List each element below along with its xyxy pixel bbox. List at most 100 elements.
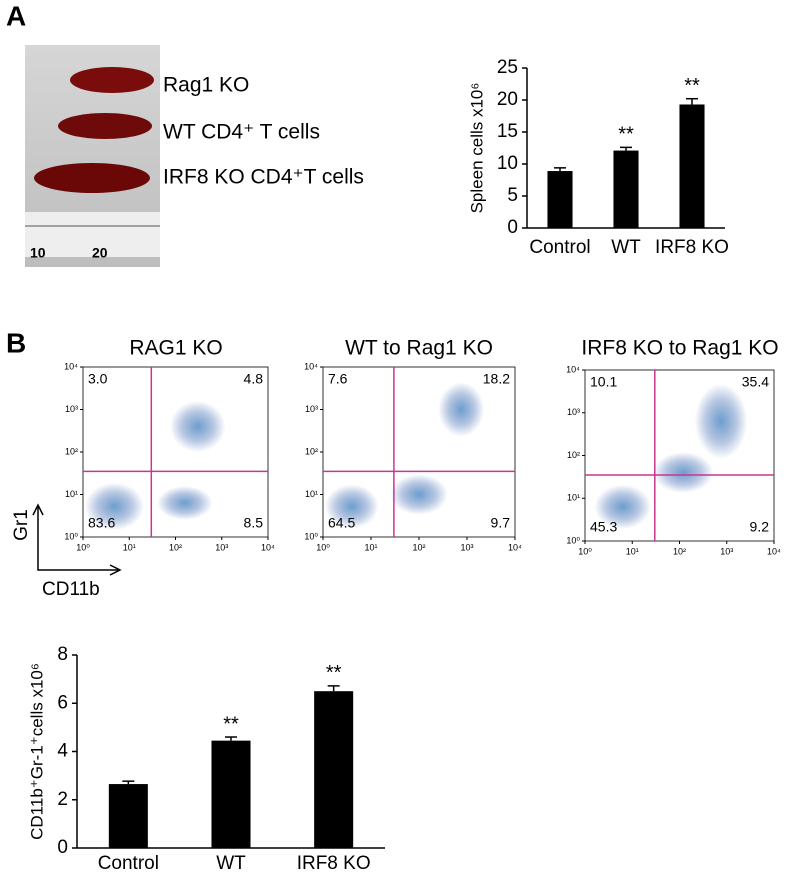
bar bbox=[679, 104, 705, 228]
x-tick-label: 10³ bbox=[720, 546, 733, 556]
plot-title: WT to Rag1 KO bbox=[345, 337, 493, 360]
quadrant-percent: 9.2 bbox=[750, 519, 770, 535]
x-tick-label: 10⁴ bbox=[508, 542, 522, 552]
y-tick-label: 10¹ bbox=[567, 493, 580, 503]
y-tick-label: 10⁴ bbox=[566, 364, 580, 374]
photo-label: Rag1 KO bbox=[163, 74, 249, 97]
quadrant-percent: 9.7 bbox=[491, 515, 511, 531]
y-tick-label: 10⁴ bbox=[304, 361, 318, 371]
y-tick-label: 6 bbox=[57, 692, 68, 713]
density-cloud bbox=[594, 484, 652, 530]
bar bbox=[211, 740, 251, 848]
y-tick-label: 10⁴ bbox=[64, 361, 78, 371]
x-tick-label: 10³ bbox=[215, 542, 228, 552]
quadrant-percent: 18.2 bbox=[483, 371, 510, 387]
x-tick-label: 10⁰ bbox=[578, 546, 592, 556]
significance-label: ** bbox=[684, 75, 700, 97]
density-cloud bbox=[653, 452, 714, 494]
x-tick-label: Control bbox=[529, 237, 590, 258]
x-tick-label: 10² bbox=[169, 542, 182, 552]
y-tick-label: 10² bbox=[305, 446, 318, 456]
flow-y-label: Gr1 bbox=[11, 509, 32, 541]
y-tick-label: 10³ bbox=[567, 407, 580, 417]
density-cloud bbox=[157, 486, 213, 520]
significance-label: ** bbox=[326, 662, 342, 684]
plot-title: IRF8 KO to Rag1 KO bbox=[581, 337, 778, 360]
x-tick-label: 10¹ bbox=[626, 546, 639, 556]
panel-label: B bbox=[6, 327, 26, 358]
x-tick-label: WT bbox=[216, 853, 246, 874]
density-cloud bbox=[438, 382, 485, 437]
ruler-label: 10 bbox=[30, 245, 46, 261]
x-tick-label: 10⁰ bbox=[76, 542, 90, 552]
density-cloud bbox=[324, 484, 379, 529]
x-tick-label: 10¹ bbox=[364, 542, 377, 552]
bar bbox=[547, 171, 573, 228]
y-tick-label: 10 bbox=[497, 153, 518, 174]
significance-label: ** bbox=[618, 124, 634, 146]
y-tick-label: 10⁰ bbox=[304, 531, 318, 541]
quadrant-percent: 83.6 bbox=[88, 515, 115, 531]
x-tick-label: WT bbox=[611, 237, 641, 258]
quadrant-percent: 10.1 bbox=[590, 374, 617, 390]
bar bbox=[613, 150, 639, 228]
density-cloud bbox=[84, 482, 145, 531]
photo-label: IRF8 KO CD4⁺T cells bbox=[163, 166, 364, 189]
y-tick-label: 15 bbox=[497, 121, 518, 142]
quadrant-percent: 64.5 bbox=[328, 515, 355, 531]
flow-axis-key bbox=[32, 503, 122, 576]
y-tick-label: 25 bbox=[497, 57, 518, 78]
y-tick-label: 4 bbox=[57, 741, 68, 762]
x-tick-label: 10² bbox=[412, 542, 425, 552]
x-tick-label: 10⁴ bbox=[767, 546, 781, 556]
y-tick-label: 10⁰ bbox=[566, 535, 580, 545]
quadrant-percent: 8.5 bbox=[244, 515, 264, 531]
spleen bbox=[70, 67, 154, 93]
ruler-label: 20 bbox=[92, 245, 108, 261]
bar bbox=[314, 691, 354, 848]
y-tick-label: 10¹ bbox=[305, 489, 318, 499]
quadrant-percent: 3.0 bbox=[88, 371, 108, 387]
photo-label: WT CD4⁺ T cells bbox=[163, 121, 320, 144]
quadrant-percent: 7.6 bbox=[328, 371, 348, 387]
y-tick-label: 0 bbox=[507, 217, 518, 238]
y-tick-label: 5 bbox=[507, 185, 518, 206]
y-tick-label: 2 bbox=[57, 789, 68, 810]
quadrant-percent: 45.3 bbox=[590, 519, 617, 535]
flow-x-label: CD11b bbox=[42, 579, 100, 600]
x-tick-label: 10³ bbox=[460, 542, 473, 552]
y-axis-label: Spleen cells x10⁶ bbox=[467, 83, 486, 214]
y-tick-label: 10³ bbox=[305, 404, 318, 414]
density-cloud bbox=[694, 383, 748, 459]
x-tick-label: IRF8 KO bbox=[655, 237, 729, 258]
density-cloud bbox=[390, 474, 448, 515]
y-axis-label: CD11b⁺Gr-1⁺cells x10⁶ bbox=[27, 663, 46, 840]
spleen-photo: 10 20 bbox=[25, 45, 160, 267]
density-cloud bbox=[169, 401, 226, 452]
panel-label: A bbox=[6, 0, 26, 31]
x-tick-label: Control bbox=[98, 853, 159, 874]
bar bbox=[108, 784, 148, 848]
y-tick-label: 10⁰ bbox=[64, 531, 78, 541]
spleen bbox=[58, 113, 152, 139]
arrow-head bbox=[109, 564, 122, 576]
plot-title: RAG1 KO bbox=[129, 337, 222, 360]
x-tick-label: 10² bbox=[673, 546, 686, 556]
y-tick-label: 10³ bbox=[65, 404, 78, 414]
y-tick-label: 8 bbox=[57, 644, 68, 665]
y-tick-label: 10² bbox=[65, 446, 78, 456]
x-tick-label: 10⁰ bbox=[316, 542, 330, 552]
x-tick-label: 10⁴ bbox=[261, 542, 275, 552]
arrow-head bbox=[32, 503, 44, 516]
x-tick-label: 10¹ bbox=[123, 542, 136, 552]
significance-label: ** bbox=[223, 713, 239, 735]
y-tick-label: 10² bbox=[567, 450, 580, 460]
axis-arrow bbox=[37, 507, 118, 571]
y-tick-label: 20 bbox=[497, 89, 518, 110]
x-tick-label: IRF8 KO bbox=[297, 853, 371, 874]
y-tick-label: 0 bbox=[57, 837, 68, 858]
quadrant-percent: 35.4 bbox=[742, 374, 769, 390]
spleen bbox=[34, 163, 150, 193]
y-tick-label: 10¹ bbox=[65, 489, 78, 499]
